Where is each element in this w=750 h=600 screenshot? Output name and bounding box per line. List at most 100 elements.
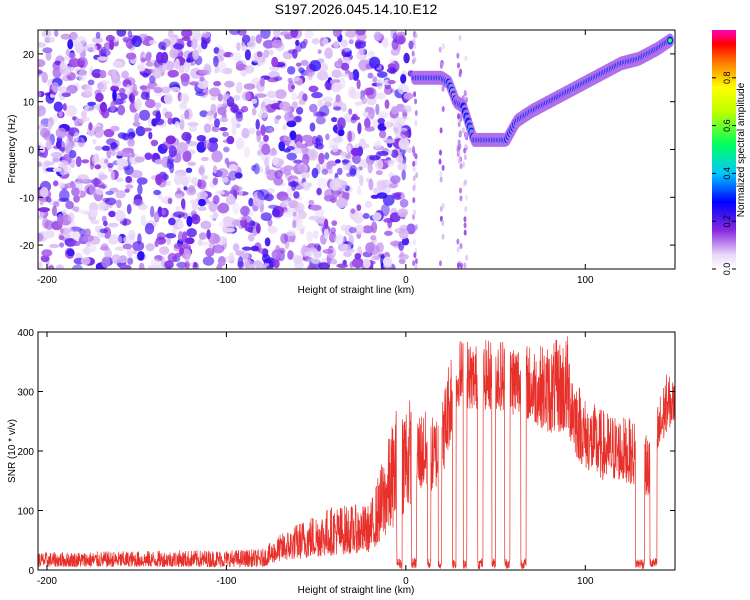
noise-blob bbox=[317, 99, 324, 108]
noise-blob bbox=[244, 260, 255, 269]
noise-blob bbox=[50, 151, 63, 158]
noise-blob bbox=[219, 117, 229, 123]
y-tick-label: 10 bbox=[23, 98, 35, 109]
noise-blob bbox=[395, 155, 404, 163]
noise-blob bbox=[92, 138, 97, 145]
noise-blob bbox=[356, 79, 361, 90]
noise-blob bbox=[38, 105, 46, 117]
colorbar-tick-label: 0.2 bbox=[722, 215, 732, 228]
noise-blob bbox=[414, 263, 418, 269]
noise-blob bbox=[269, 49, 274, 56]
x-tick-label: 0 bbox=[403, 275, 409, 286]
noise-blob bbox=[229, 30, 241, 36]
noise-blob bbox=[184, 253, 191, 263]
noise-blob bbox=[456, 52, 460, 59]
noise-blob bbox=[201, 156, 209, 162]
noise-blob bbox=[400, 116, 410, 121]
noise-blob bbox=[464, 194, 468, 201]
noise-blob bbox=[412, 260, 416, 267]
noise-blob bbox=[120, 153, 131, 158]
noise-blob bbox=[303, 69, 316, 77]
noise-blob bbox=[90, 219, 100, 225]
noise-blob bbox=[154, 159, 163, 165]
noise-blob bbox=[457, 157, 461, 164]
noise-blob bbox=[378, 111, 389, 119]
noise-blob bbox=[439, 260, 442, 267]
noise-blob bbox=[187, 161, 196, 166]
noise-blob bbox=[55, 127, 67, 139]
noise-blob bbox=[308, 85, 319, 93]
noise-blob bbox=[358, 47, 366, 56]
noise-blob bbox=[311, 256, 320, 264]
noise-blob bbox=[293, 159, 303, 164]
noise-blob bbox=[167, 252, 178, 263]
noise-blob bbox=[263, 49, 270, 59]
noise-blob bbox=[401, 237, 410, 246]
noise-blob bbox=[402, 105, 412, 113]
noise-blob bbox=[304, 251, 314, 257]
noise-blob bbox=[123, 166, 131, 171]
noise-blob bbox=[291, 77, 301, 82]
noise-blob bbox=[369, 155, 380, 161]
noise-blob bbox=[189, 199, 199, 204]
noise-blob bbox=[99, 70, 107, 79]
noise-blob bbox=[155, 110, 161, 123]
noise-blob bbox=[412, 239, 416, 245]
noise-blob bbox=[457, 113, 461, 120]
noise-blob bbox=[196, 78, 209, 90]
noise-blob bbox=[100, 243, 109, 251]
noise-blob bbox=[48, 36, 55, 43]
noise-blob bbox=[38, 261, 43, 269]
noise-blob bbox=[241, 246, 252, 251]
colorbar-gradient bbox=[712, 30, 736, 269]
noise-blob bbox=[295, 62, 302, 67]
noise-blob bbox=[354, 224, 365, 235]
noise-blob bbox=[329, 79, 334, 84]
noise-blob bbox=[456, 238, 460, 245]
noise-blob bbox=[153, 211, 160, 223]
noise-blob bbox=[414, 258, 418, 265]
noise-blob bbox=[391, 149, 399, 158]
noise-blob bbox=[117, 104, 126, 116]
noise-blob bbox=[457, 62, 460, 69]
noise-blob bbox=[394, 227, 406, 234]
noise-blob bbox=[166, 236, 172, 246]
noise-blob bbox=[155, 51, 164, 64]
noise-blob bbox=[264, 157, 270, 168]
noise-blob bbox=[139, 109, 151, 121]
noise-blob bbox=[237, 256, 244, 268]
noise-blob bbox=[388, 182, 398, 189]
noise-blob bbox=[224, 94, 230, 100]
noise-blob bbox=[181, 30, 193, 38]
noise-blob bbox=[290, 30, 299, 38]
noise-blob bbox=[62, 103, 67, 111]
noise-blob bbox=[317, 177, 328, 189]
noise-blob bbox=[398, 241, 405, 252]
noise-blob bbox=[439, 176, 443, 183]
noise-blob bbox=[111, 70, 117, 78]
noise-blob bbox=[333, 106, 342, 111]
noise-blob bbox=[75, 36, 87, 45]
noise-blob bbox=[180, 174, 192, 185]
noise-blob bbox=[110, 85, 120, 92]
noise-blob bbox=[38, 42, 46, 48]
spectrogram-ylabel: Frequency (Hz) bbox=[7, 115, 18, 184]
noise-blob bbox=[241, 34, 251, 43]
noise-blob bbox=[316, 187, 322, 196]
noise-blob bbox=[231, 124, 237, 136]
noise-blob bbox=[48, 264, 55, 269]
noise-blob bbox=[311, 135, 318, 145]
noise-blob bbox=[203, 123, 211, 133]
noise-blob bbox=[41, 249, 53, 257]
noise-blob bbox=[463, 262, 467, 269]
noise-blob bbox=[463, 222, 467, 229]
noise-blob bbox=[357, 122, 362, 135]
noise-blob bbox=[73, 195, 80, 203]
noise-blob bbox=[176, 142, 188, 153]
noise-blob bbox=[328, 138, 340, 148]
noise-blob bbox=[273, 176, 284, 186]
noise-blob bbox=[458, 34, 462, 41]
noise-blob bbox=[236, 42, 241, 51]
noise-blob bbox=[328, 169, 333, 175]
noise-blob bbox=[130, 151, 135, 158]
